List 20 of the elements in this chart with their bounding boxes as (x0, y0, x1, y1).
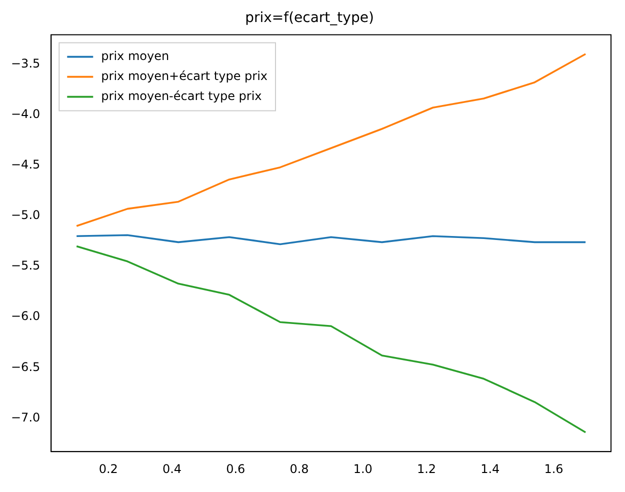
x-tick-label: 1.2 (416, 462, 436, 476)
legend-label: prix moyen+écart type prix (101, 68, 268, 83)
y-tick-label: −7.0 (11, 410, 40, 424)
y-tick-label: −4.5 (11, 157, 40, 172)
x-tick-label: 1.4 (480, 462, 500, 476)
y-tick-label: −3.5 (11, 56, 40, 70)
x-tick-label: 0.2 (98, 462, 118, 476)
x-tick-label: 0.6 (226, 462, 246, 476)
y-tick-label: −4.0 (11, 106, 40, 121)
y-tick-label: −6.0 (11, 309, 40, 324)
y-tick-label: −5.0 (11, 208, 40, 222)
x-tick-label: 1.6 (544, 462, 564, 476)
legend-label: prix moyen-écart type prix (101, 88, 262, 103)
x-tick-label: 1.0 (353, 462, 372, 476)
x-tick-label: 0.4 (162, 462, 182, 476)
x-tick-label: 0.8 (290, 462, 309, 476)
y-tick-label: −6.5 (11, 360, 40, 374)
legend-label: prix moyen (101, 48, 170, 63)
chart-title: prix=f(ecart_type) (245, 10, 374, 26)
y-tick-label: −5.5 (11, 258, 40, 273)
